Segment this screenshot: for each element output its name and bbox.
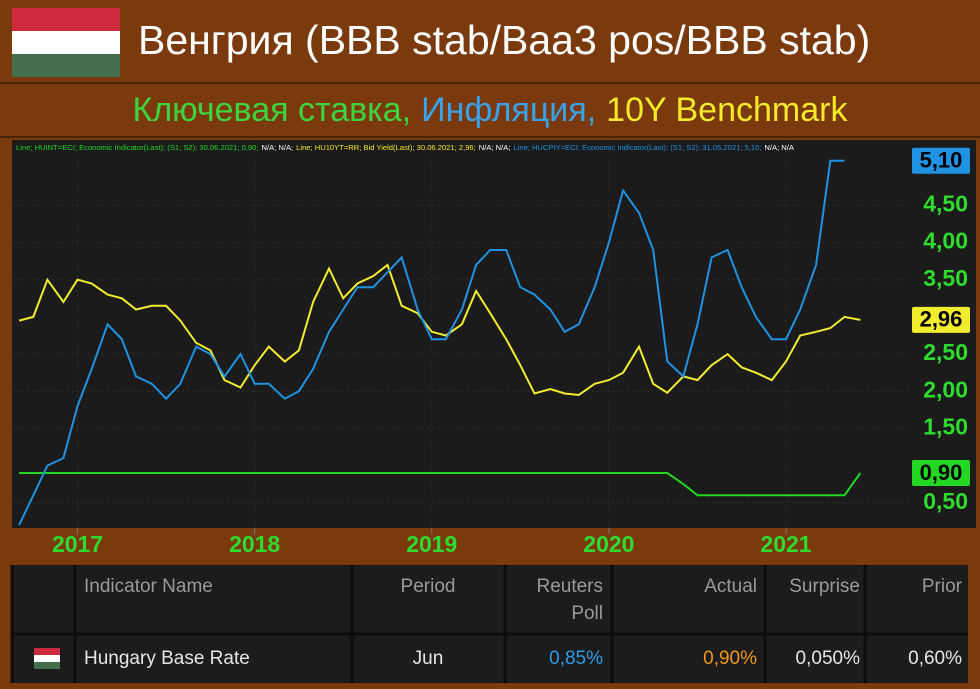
series-line xyxy=(19,472,862,497)
cell: 0,050% xyxy=(796,648,861,669)
subtitle: Ключевая ставка, Инфляция, 10Y Benchmark xyxy=(133,91,849,129)
cell: 0,85% xyxy=(549,648,603,669)
end-label-box xyxy=(912,147,970,174)
end-label: 0,90 xyxy=(920,460,963,485)
table xyxy=(12,565,968,683)
cell: 0,60% xyxy=(908,648,962,669)
cell: Hungary Base Rate xyxy=(84,648,250,669)
series-line xyxy=(18,159,845,526)
y-tick-label: 2,50 xyxy=(923,339,968,365)
end-label-box xyxy=(912,306,970,333)
column-header: Actual xyxy=(704,576,757,597)
end-label: 2,96 xyxy=(920,307,963,332)
legend-entry: Line; HUCPIY=ECI; Economic Indicator(Las… xyxy=(513,143,761,152)
flag xyxy=(12,8,120,77)
column-header: Indicator Name xyxy=(84,576,213,597)
column-header: Poll xyxy=(571,603,603,624)
subtitle-part: 10Y Benchmark xyxy=(606,91,848,129)
x-tick-label: 2019 xyxy=(406,531,457,557)
legend-tail: N/A; N/A; xyxy=(262,143,294,152)
y-tick-label: 3,50 xyxy=(923,265,968,291)
column-header: Surprise xyxy=(789,576,860,597)
plot-area xyxy=(12,140,910,528)
legend-entry: Line; HU10YT=RR; Bid Yield(Last); 30.06.… xyxy=(296,143,476,152)
y-tick-label: 4,00 xyxy=(923,228,968,254)
column-header: Prior xyxy=(922,576,963,597)
y-tick-label: 1,50 xyxy=(923,413,968,439)
column-header: Period xyxy=(401,576,456,597)
title: Венгрия (BBB stab/Baa3 pos/BBB stab) xyxy=(138,17,870,63)
y-tick-label: 2,00 xyxy=(923,376,968,402)
series-line xyxy=(18,263,861,397)
legend-tail: N/A; N/A; xyxy=(479,143,511,152)
column-header: Reuters xyxy=(536,576,603,597)
x-tick-label: 2018 xyxy=(229,531,280,557)
y-tick-label: 0,50 xyxy=(923,488,968,514)
end-label: 5,10 xyxy=(920,148,963,173)
y-tick-label: 4,50 xyxy=(923,190,968,216)
x-tick-label: 2021 xyxy=(760,531,811,557)
end-label-box xyxy=(912,459,970,486)
subtitle-part: Ключевая ставка, xyxy=(133,91,412,129)
legend-entry: Line; HUINT=ECI; Economic Indicator(Last… xyxy=(16,143,259,152)
cell: 0,90% xyxy=(703,648,757,669)
subtitle-part: Инфляция, xyxy=(421,91,596,129)
x-tick-label: 2020 xyxy=(583,531,634,557)
cell: Jun xyxy=(413,648,444,669)
legend: Line; HUINT=ECI; Economic Indicator(Last… xyxy=(16,143,795,152)
table-flag xyxy=(34,648,60,669)
legend-tail: N/A; N/A xyxy=(764,143,794,152)
x-tick-label: 2017 xyxy=(52,531,103,557)
